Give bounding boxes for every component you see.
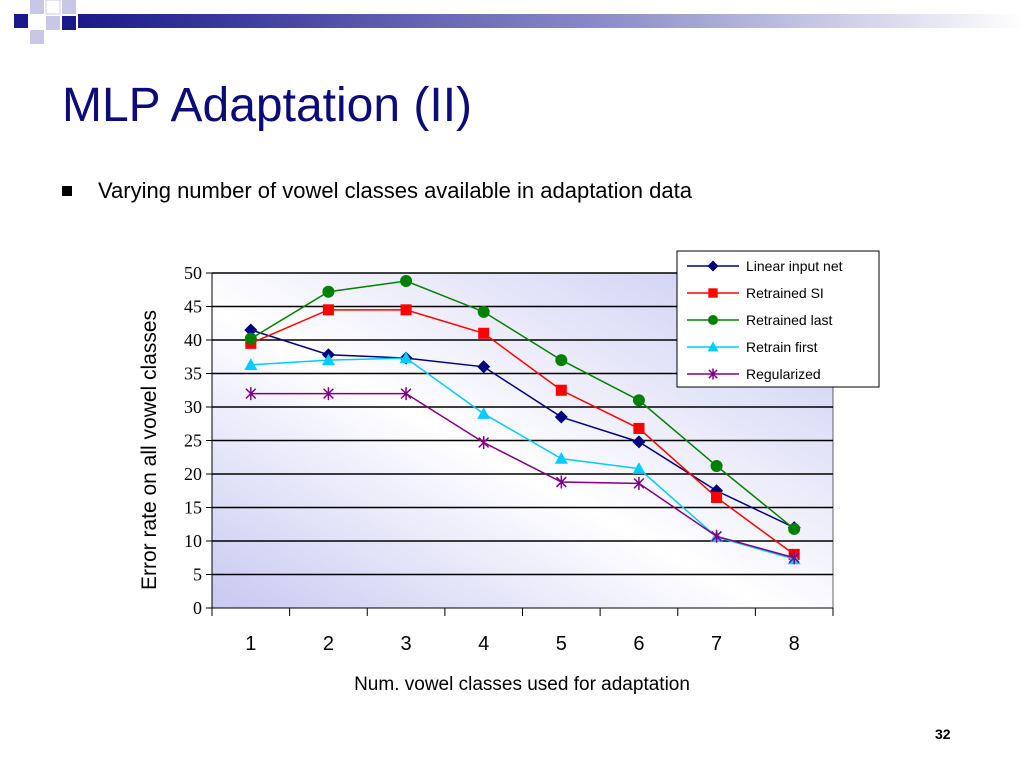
header-bar xyxy=(78,14,1024,28)
legend-entry: Linear input net xyxy=(687,258,843,274)
triangle-marker xyxy=(399,351,413,364)
page-number: 32 xyxy=(935,726,951,742)
square-marker xyxy=(711,491,723,503)
legend-label: Retrain first xyxy=(746,339,818,355)
series-retrained-last xyxy=(244,275,801,535)
series-line xyxy=(250,329,795,529)
legend-entry: Retrained last xyxy=(687,312,832,328)
diamond-marker xyxy=(707,260,719,272)
triangle-marker xyxy=(477,407,491,419)
star-marker xyxy=(555,475,567,489)
square-marker xyxy=(633,422,645,434)
circle-marker xyxy=(400,275,413,288)
y-tick-label: 10 xyxy=(184,531,202,551)
y-tick-label: 35 xyxy=(184,364,202,384)
series-regularized xyxy=(245,387,800,565)
series-line xyxy=(250,392,795,559)
x-tick-label: 2 xyxy=(323,633,334,655)
diamond-marker xyxy=(477,360,491,374)
star-marker xyxy=(633,476,645,490)
y-tick-label: 25 xyxy=(184,431,202,451)
circle-marker xyxy=(632,394,645,407)
x-tick-label: 5 xyxy=(556,633,567,655)
bullet-text: Varying number of vowel classes availabl… xyxy=(98,178,692,203)
square-marker xyxy=(708,288,718,298)
square-marker xyxy=(400,304,412,316)
circle-marker xyxy=(244,332,257,345)
star-marker xyxy=(788,551,800,565)
header-square xyxy=(30,30,44,44)
triangle-marker xyxy=(632,462,646,474)
diamond-marker xyxy=(554,410,568,424)
x-tick-label: 6 xyxy=(633,633,644,655)
header-square xyxy=(45,0,61,15)
series-line xyxy=(250,357,795,560)
y-axis-title: Error rate on all vowel classes xyxy=(138,310,161,590)
star-marker xyxy=(245,387,257,401)
x-axis-title: Num. vowel classes used for adaptation xyxy=(354,674,690,695)
triangle-marker xyxy=(554,452,568,464)
bullet-item: Varying number of vowel classes availabl… xyxy=(62,176,692,206)
square-bullet-icon xyxy=(62,186,72,196)
y-tick-label: 45 xyxy=(184,297,202,317)
x-tick-label: 7 xyxy=(711,633,722,655)
triangle-marker xyxy=(321,353,335,366)
y-tick-label: 40 xyxy=(184,330,202,350)
circle-marker xyxy=(788,522,801,535)
star-marker xyxy=(478,436,490,450)
series-line xyxy=(250,309,795,556)
diamond-marker xyxy=(632,435,646,449)
x-tick-label: 1 xyxy=(245,633,256,655)
legend: Linear input net Retrained SI Retrained la… xyxy=(676,250,880,388)
triangle-marker xyxy=(707,341,719,352)
star-marker xyxy=(711,529,722,543)
square-marker xyxy=(322,304,334,316)
series-line xyxy=(250,280,795,530)
diamond-marker xyxy=(244,323,258,337)
square-marker xyxy=(555,384,567,396)
circle-marker xyxy=(555,354,568,367)
y-tick-label: 30 xyxy=(184,397,202,417)
y-tick-label: 5 xyxy=(193,565,202,585)
circle-marker xyxy=(708,315,718,325)
y-tick-label: 15 xyxy=(184,498,202,518)
legend-entry: Regularized xyxy=(687,366,821,382)
header-square xyxy=(30,0,44,14)
header-decoration xyxy=(14,0,1024,44)
x-tick-label: 8 xyxy=(789,633,800,655)
circle-marker xyxy=(322,285,335,298)
y-tick-label: 0 xyxy=(193,598,202,618)
square-marker xyxy=(478,327,490,339)
star-marker xyxy=(400,387,412,401)
header-square xyxy=(46,16,60,30)
x-tick-label: 4 xyxy=(478,633,489,655)
legend-entry: Retrained SI xyxy=(687,285,824,301)
legend-entry: Retrain first xyxy=(687,339,818,355)
star-marker xyxy=(708,368,718,380)
star-marker xyxy=(323,387,334,401)
triangle-marker xyxy=(244,358,258,370)
circle-marker xyxy=(710,459,723,472)
header-square xyxy=(62,0,76,14)
x-tick-label: 3 xyxy=(401,633,412,655)
legend-label: Retrained SI xyxy=(746,285,824,301)
y-tick-label: 50 xyxy=(184,263,202,283)
header-square xyxy=(62,16,76,30)
slide-title: MLP Adaptation (II) xyxy=(62,79,473,132)
y-tick-label: 20 xyxy=(184,464,202,484)
header-square xyxy=(14,14,28,28)
legend-label: Retrained last xyxy=(746,312,832,328)
legend-label: Linear input net xyxy=(746,258,843,274)
circle-marker xyxy=(477,305,490,318)
legend-label: Regularized xyxy=(746,366,821,382)
